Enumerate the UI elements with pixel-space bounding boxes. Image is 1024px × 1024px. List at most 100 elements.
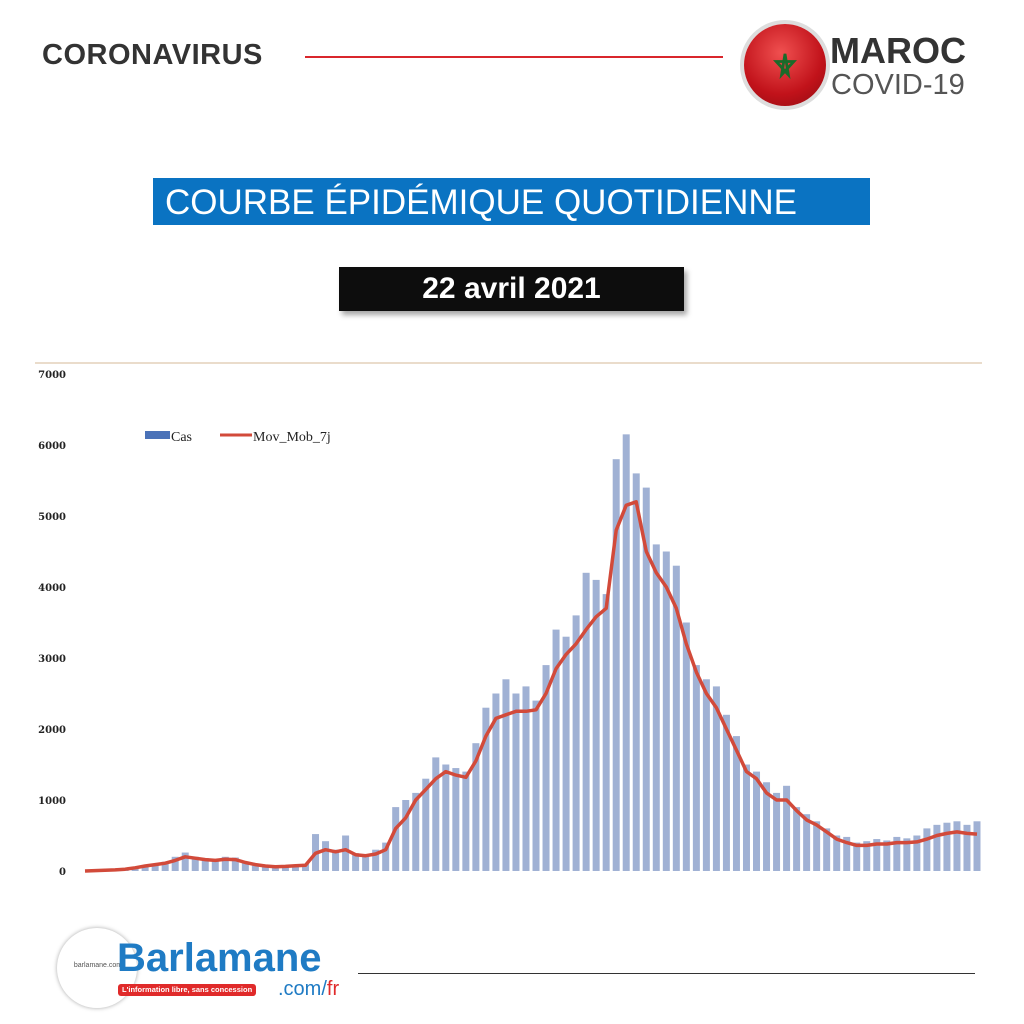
bar-cas <box>452 768 460 871</box>
series-line-mov-mob-7j <box>84 500 978 873</box>
bar-cas <box>763 782 771 871</box>
bar-cas <box>392 807 400 871</box>
bar-cas <box>672 565 680 871</box>
bar-cas <box>823 828 831 871</box>
bar-cas <box>803 814 811 871</box>
bar-cas <box>362 854 370 871</box>
bar-cas <box>632 473 640 871</box>
bar-cas <box>753 771 761 871</box>
badge-subtitle: COVID-19 <box>831 69 965 101</box>
bar-cas <box>923 828 931 871</box>
chart-banner-title: COURBE ÉPIDÉMIQUE QUOTIDIENNE <box>153 178 870 225</box>
bar-cas <box>332 849 340 871</box>
bar-cas <box>482 707 490 871</box>
bar-cas <box>301 863 309 871</box>
bar-cas <box>442 764 450 871</box>
bar-cas <box>261 865 269 871</box>
bar-cas <box>853 842 861 871</box>
bar-cas <box>352 853 360 871</box>
bar-cas <box>652 544 660 871</box>
bar-cas <box>702 679 710 871</box>
logo-small-text: barlamane.com <box>73 962 123 969</box>
bar-cas <box>161 861 169 871</box>
bar-cas <box>692 665 700 871</box>
y-tick-label: 2000 <box>38 725 66 736</box>
legend-swatch-cas <box>145 431 170 439</box>
bar-cas <box>953 821 961 871</box>
bar-cas <box>291 864 299 871</box>
bar-cas <box>943 822 951 871</box>
header-divider <box>305 56 723 58</box>
bar-cas <box>151 863 159 871</box>
epidemic-chart: 0 1000 2000 3000 4000 5000 6000 7000 Cas Mov_Mo… <box>35 362 982 878</box>
bar-cas <box>271 866 279 871</box>
bar-cas <box>863 841 871 871</box>
legend-label-cas: Cas <box>171 430 192 445</box>
brand-name: Barlamane <box>117 936 322 980</box>
bar-cas <box>472 743 480 871</box>
bar-cas <box>682 622 690 871</box>
bar-cas <box>662 551 670 871</box>
bar-cas <box>973 821 981 871</box>
bar-cas <box>382 842 390 871</box>
bar-cas <box>211 858 219 871</box>
brand-domain: .com/fr <box>278 979 339 999</box>
bar-cas <box>582 572 590 871</box>
bar-cas <box>552 629 560 871</box>
bar-cas <box>512 693 520 871</box>
y-tick-label: 0 <box>59 867 66 878</box>
bar-cas <box>422 778 430 871</box>
bar-cas <box>893 836 901 871</box>
bar-cas <box>432 757 440 871</box>
bar-cas <box>773 792 781 871</box>
badge-title: MAROC <box>830 30 966 71</box>
bar-cas <box>522 686 530 871</box>
bar-cas <box>201 858 209 871</box>
header-title: CORONAVIRUS <box>42 39 263 71</box>
bar-cas <box>933 824 941 871</box>
bar-cas <box>722 714 730 871</box>
bar-cas <box>742 764 750 871</box>
legend-label-mov-mob: Mov_Mob_7j <box>253 430 331 445</box>
bar-cas <box>412 792 420 871</box>
domain-suffix: fr <box>326 978 340 1000</box>
bar-cas <box>913 835 921 871</box>
bar-cas <box>171 856 179 871</box>
bar-cas <box>542 665 550 871</box>
y-tick-label: 5000 <box>38 512 66 523</box>
bar-cas <box>251 863 259 871</box>
footer-divider <box>358 973 975 974</box>
bar-cas <box>141 865 149 871</box>
bar-cas <box>642 487 650 871</box>
bar-cas <box>793 807 801 871</box>
bar-cas <box>462 771 470 871</box>
y-tick-label: 3000 <box>38 654 66 665</box>
bar-cas <box>241 861 249 871</box>
bar-cas <box>602 594 610 871</box>
bar-cas <box>322 841 330 871</box>
bar-cas <box>572 615 580 871</box>
bar-cas <box>231 857 239 871</box>
bar-cas <box>221 856 229 871</box>
y-tick-label: 6000 <box>38 441 66 452</box>
bar-cas <box>492 693 500 871</box>
bar-cas <box>402 800 410 871</box>
y-tick-label: 1000 <box>38 796 66 807</box>
bar-cas <box>903 838 911 871</box>
legend: Cas Mov_Mob_7j <box>145 430 331 445</box>
bar-cas <box>372 849 380 871</box>
brand-tagline: L'information libre, sans concession <box>118 984 257 996</box>
bar-cas <box>813 821 821 871</box>
morocco-flag-icon <box>744 24 826 106</box>
bar-cas <box>562 636 570 871</box>
bar-cas <box>342 835 350 871</box>
bar-cas <box>281 865 289 871</box>
date-label: 22 avril 2021 <box>339 267 684 311</box>
bar-cas <box>612 459 620 871</box>
bar-cas <box>191 856 199 871</box>
domain-main: .com/ <box>278 978 327 1000</box>
bar-cas <box>833 835 841 871</box>
bar-cas <box>712 686 720 871</box>
bar-cas <box>532 700 540 871</box>
